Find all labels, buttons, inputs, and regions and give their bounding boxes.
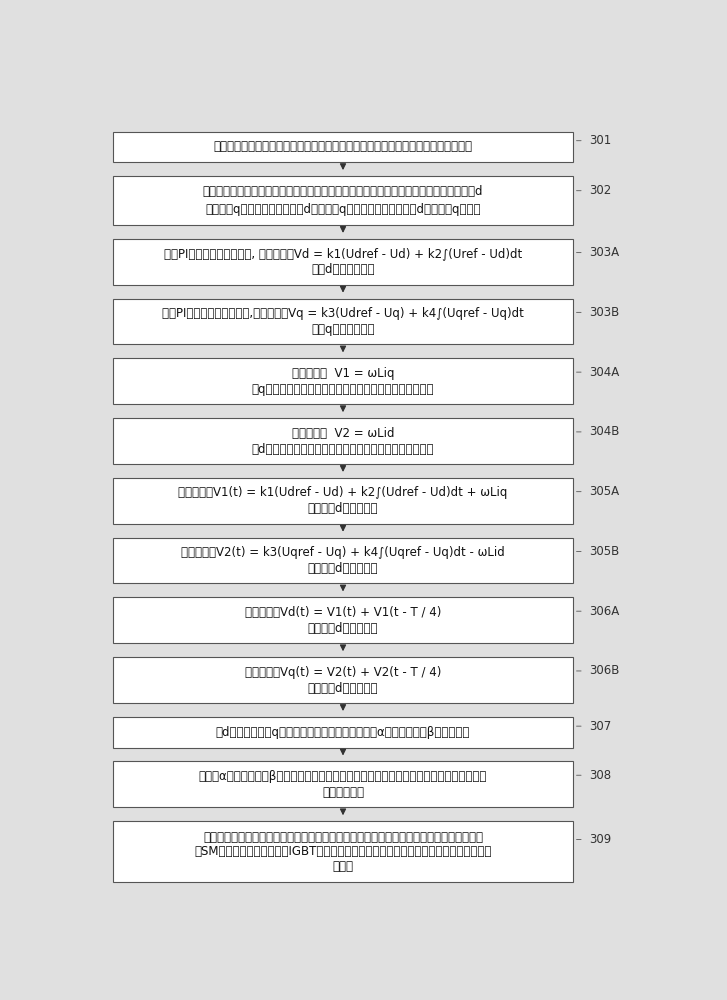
- Text: 通过PI比例积分调节控制器, 按照公式：Vd = k1(Udref - Ud) + k2∫(Uref - Ud)dt: 通过PI比例积分调节控制器, 按照公式：Vd = k1(Udref - Ud) …: [164, 247, 522, 260]
- Bar: [113, 821, 573, 882]
- Text: 301: 301: [590, 134, 611, 147]
- Text: 对d轴控制电压和q轴控制电压进行坐标转换，得到α轴控制电压和β轴控制电压: 对d轴控制电压和q轴控制电压进行坐标转换，得到α轴控制电压和β轴控制电压: [216, 726, 470, 739]
- Text: 出电压: 出电压: [332, 860, 353, 873]
- Bar: [113, 418, 573, 464]
- Bar: [113, 761, 573, 807]
- Text: 304B: 304B: [590, 425, 620, 438]
- Bar: [113, 176, 573, 225]
- Bar: [113, 358, 573, 404]
- Text: 按照公式：V1(t) = k1(Udref - Ud) + k2∫(Udref - Ud)dt + ωLiq: 按照公式：V1(t) = k1(Udref - Ud) + k2∫(Udref …: [178, 486, 507, 499]
- Text: 计算q轴电压调节值: 计算q轴电压调节值: [311, 323, 374, 336]
- Text: 309: 309: [590, 833, 611, 846]
- Text: 按照公式：V2(t) = k3(Uqref - Uq) + k4∫(Uqref - Uq)dt - ωLid: 按照公式：V2(t) = k3(Uqref - Uq) + k4∫(Uqref …: [181, 546, 505, 559]
- Text: 按照公式：Vd(t) = V1(t) + V1(t - T / 4): 按照公式：Vd(t) = V1(t) + V1(t - T / 4): [245, 606, 441, 619]
- Text: 计算得到d轴输出电压: 计算得到d轴输出电压: [308, 502, 378, 515]
- Text: 303B: 303B: [590, 306, 619, 319]
- Bar: [113, 717, 573, 748]
- Text: 用得到的控制所述模块化多电平逆变器的脉冲信号、控制所述模块化多电平逆变器各个子模: 用得到的控制所述模块化多电平逆变器的脉冲信号、控制所述模块化多电平逆变器各个子模: [203, 831, 483, 844]
- Text: 对所述α轴控制电压和β轴控制电压进行触发脉冲生成处理，得到控制所述模块化多电平逆变: 对所述α轴控制电压和β轴控制电压进行触发脉冲生成处理，得到控制所述模块化多电平逆…: [198, 770, 487, 783]
- Text: 按照公式：Vq(t) = V2(t) + V2(t - T / 4): 按照公式：Vq(t) = V2(t) + V2(t - T / 4): [245, 666, 441, 679]
- Text: 305B: 305B: [590, 545, 619, 558]
- Bar: [113, 478, 573, 524]
- Text: 304A: 304A: [590, 366, 619, 379]
- Text: 307: 307: [590, 720, 611, 733]
- Text: 308: 308: [590, 769, 611, 782]
- Text: 306B: 306B: [590, 664, 620, 677]
- Text: 按照公式：  V2 = ωLid: 按照公式： V2 = ωLid: [292, 427, 394, 440]
- Text: 计算得到d轴输出电压: 计算得到d轴输出电压: [308, 622, 378, 635]
- Text: 305A: 305A: [590, 485, 619, 498]
- Text: 计算得到d轴输出电压: 计算得到d轴输出电压: [308, 682, 378, 695]
- Bar: [113, 597, 573, 643]
- Bar: [113, 538, 573, 583]
- Text: 通过PI比例积分调节控制器,按照公式：Vq = k3(Udref - Uq) + k4∫(Uqref - Uq)dt: 通过PI比例积分调节控制器,按照公式：Vq = k3(Udref - Uq) +…: [162, 307, 524, 320]
- Text: 计算得到d轴输出电压: 计算得到d轴输出电压: [308, 562, 378, 575]
- Bar: [113, 239, 573, 285]
- Text: 对q轴的实际电流值进行电流调节，计算得到第一调制电压: 对q轴的实际电流值进行电流调节，计算得到第一调制电压: [252, 383, 434, 396]
- Text: 块SM中绝缘栅双极型晶体管IGBT的开通或关断，产生所述模块化多电平逆变器交流侧的输: 块SM中绝缘栅双极型晶体管IGBT的开通或关断，产生所述模块化多电平逆变器交流侧…: [194, 845, 491, 858]
- Text: 对d轴的实际电流值进行电流调节，计算得到第二调制电压: 对d轴的实际电流值进行电流调节，计算得到第二调制电压: [252, 443, 434, 456]
- Text: 按照公式：  V1 = ωLiq: 按照公式： V1 = ωLiq: [292, 367, 394, 380]
- Text: 302: 302: [590, 184, 611, 197]
- Text: 306A: 306A: [590, 605, 619, 618]
- Bar: [113, 299, 573, 344]
- Text: 计算d轴电压调节值: 计算d轴电压调节值: [311, 263, 374, 276]
- Bar: [113, 657, 573, 703]
- Text: 303A: 303A: [590, 246, 619, 259]
- Text: 将所述三相实际电流、三相实际电压和三相参考电压分别进行坐标转换，得到实际电流的d: 将所述三相实际电流、三相实际电压和三相参考电压分别进行坐标转换，得到实际电流的d: [203, 185, 483, 198]
- Text: 轴分量和q轴分量、实际电压的d轴分量和q轴分量以及参考电压的d轴分量和q轴分量: 轴分量和q轴分量、实际电压的d轴分量和q轴分量以及参考电压的d轴分量和q轴分量: [205, 203, 481, 216]
- Text: 器的脉冲信号: 器的脉冲信号: [322, 786, 364, 799]
- Text: 检测模块化多电平逆变器侧交流母线的三相实际电流、三相实际电压和三相参考电压: 检测模块化多电平逆变器侧交流母线的三相实际电流、三相实际电压和三相参考电压: [214, 140, 473, 153]
- Bar: [113, 132, 573, 162]
